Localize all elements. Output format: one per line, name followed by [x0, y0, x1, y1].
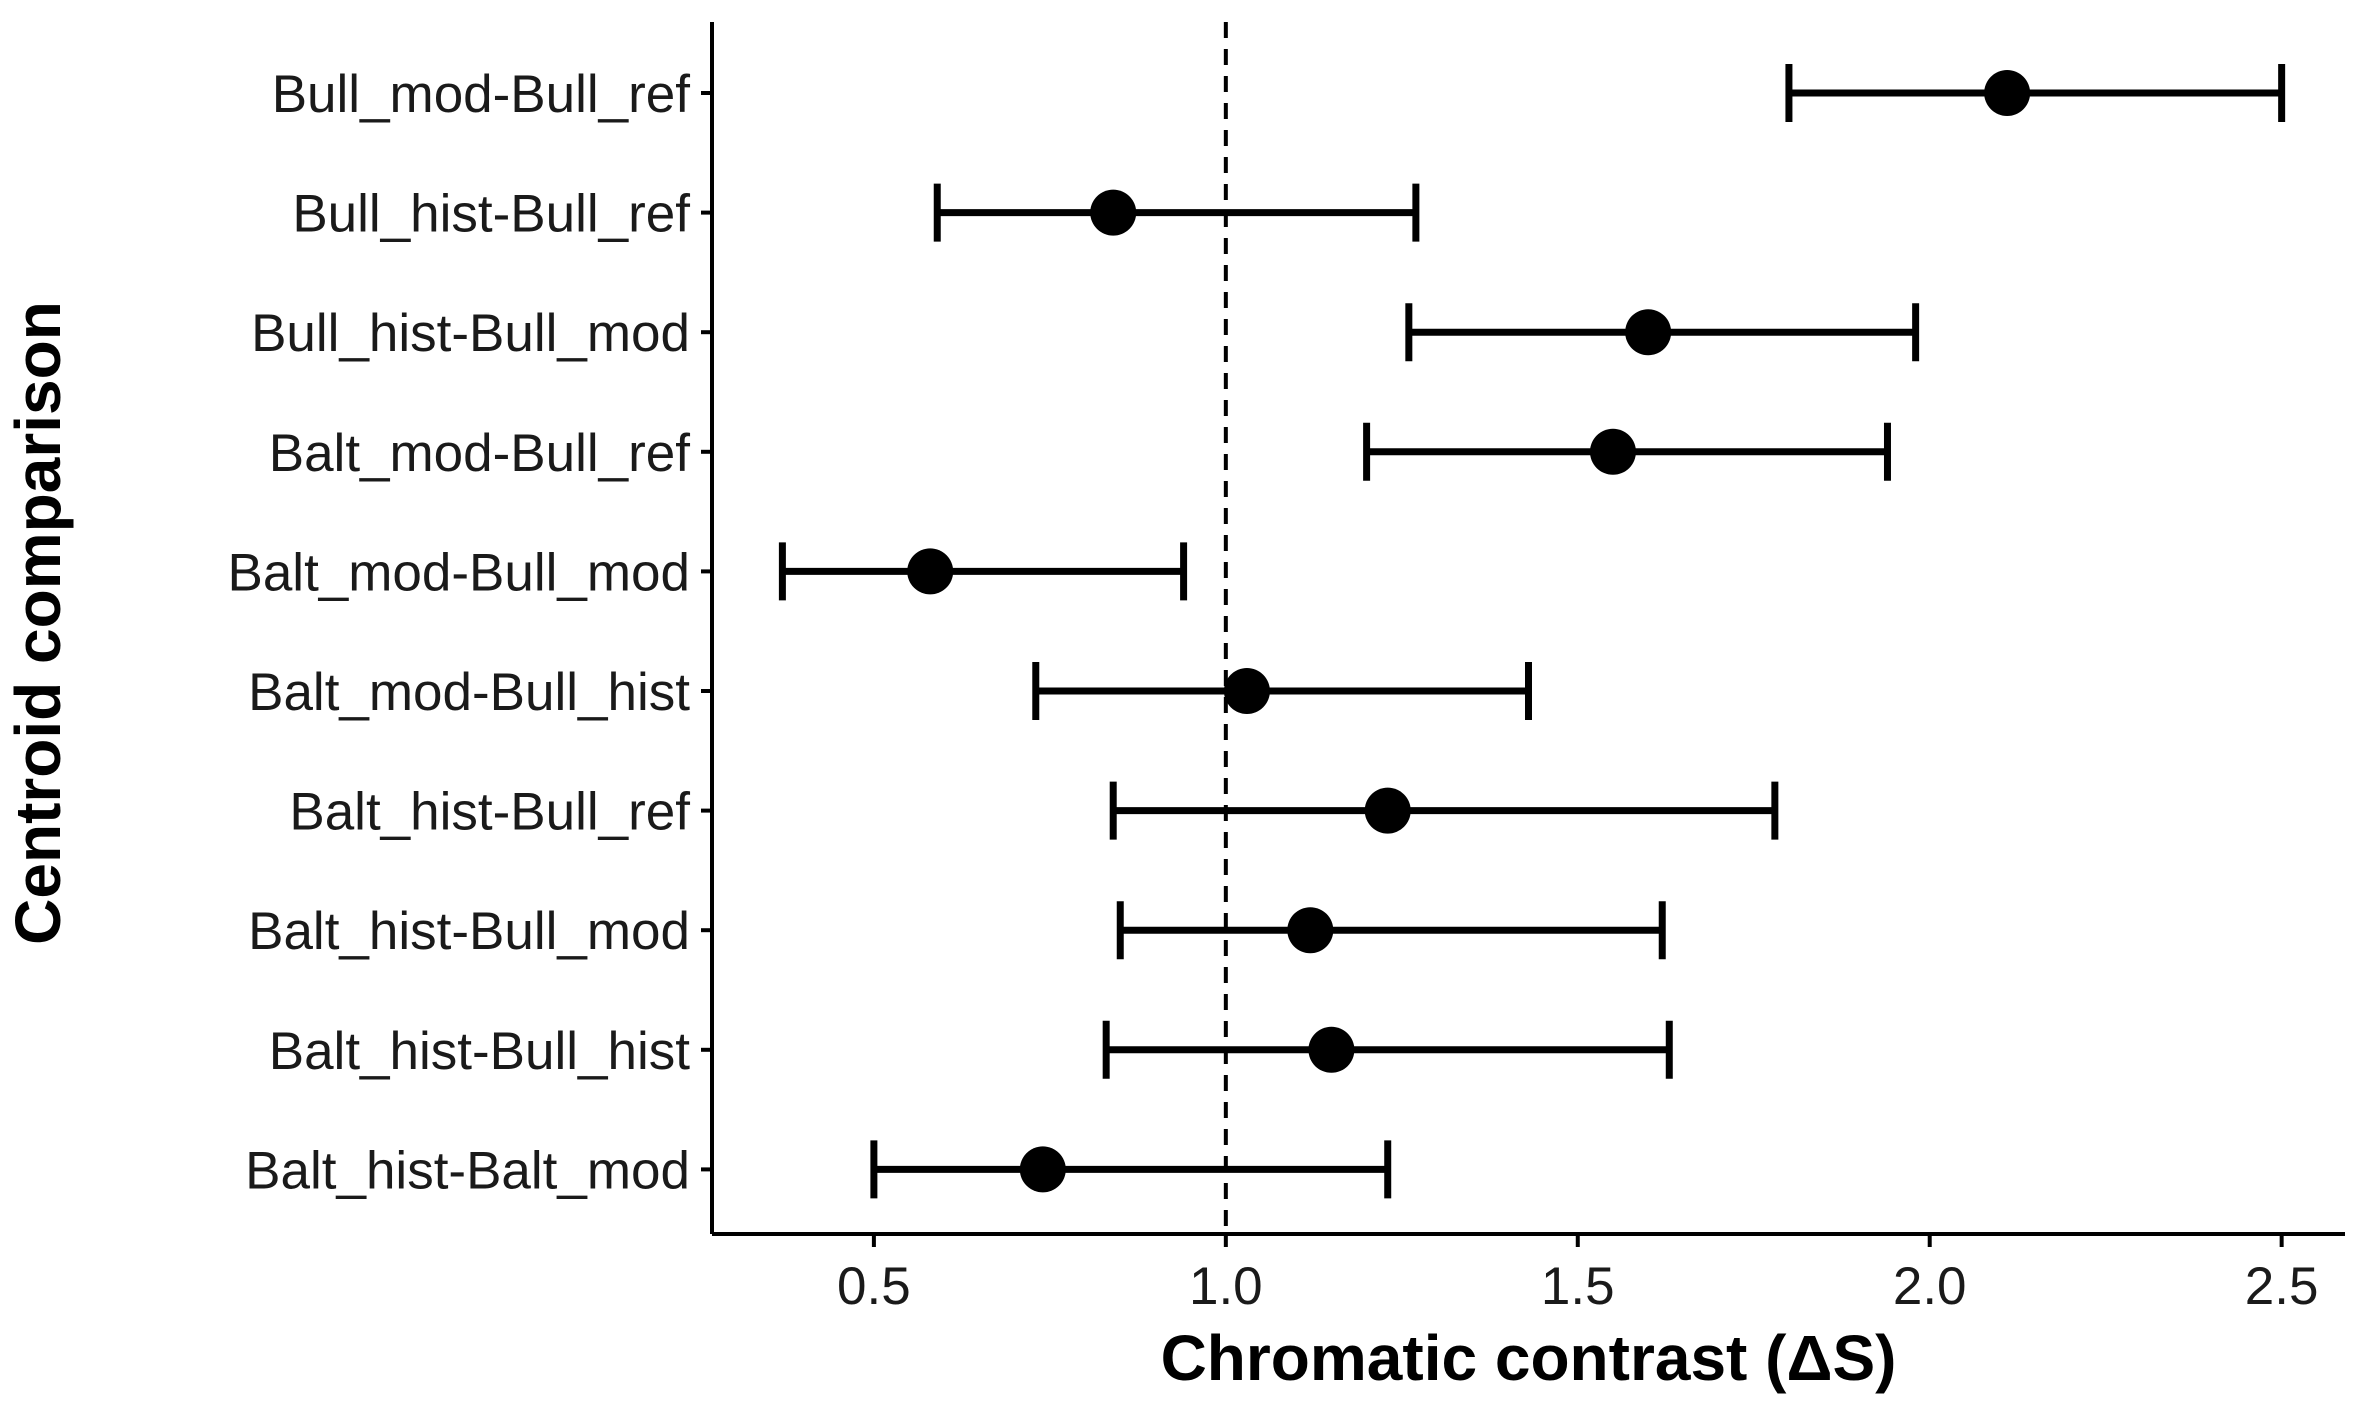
- data-point: [1223, 668, 1270, 714]
- y-tick-labels: Bull_mod-Bull_ref Bull_hist-Bull_ref Bull_…: [227, 65, 690, 1200]
- data-point: [1364, 787, 1411, 834]
- y-tick-label: Balt_hist-Bull_ref: [289, 783, 690, 842]
- y-tick-label: Balt_hist-Bull_hist: [269, 1022, 691, 1081]
- y-tick-label: Balt_hist-Balt_mod: [245, 1141, 690, 1200]
- x-tick-label: 1.5: [1541, 1257, 1615, 1316]
- y-tick-label: Balt_mod-Bull_mod: [227, 543, 690, 602]
- x-tick-label: 2.0: [1893, 1257, 1967, 1316]
- data-point: [1090, 189, 1137, 236]
- axis-ticks: [701, 91, 2284, 1247]
- data-point: [907, 548, 954, 595]
- data-point: [1308, 1026, 1355, 1073]
- x-tick-label: 2.5: [2245, 1257, 2319, 1316]
- data-points: [907, 70, 2031, 1193]
- x-axis-title: Chromatic contrast (ΔS): [1161, 1322, 1897, 1394]
- y-tick-label: Balt_mod-Bull_hist: [248, 663, 690, 722]
- y-tick-label: Balt_hist-Bull_mod: [248, 902, 690, 961]
- y-tick-label: Bull_hist-Bull_ref: [292, 185, 690, 244]
- y-axis-title: Centroid comparison: [2, 301, 74, 945]
- data-point: [1625, 309, 1672, 356]
- data-point: [1984, 70, 2031, 116]
- y-tick-label: Bull_mod-Bull_ref: [272, 65, 691, 124]
- x-tick-labels: 0.5 1.0 1.5 2.0 2.5: [837, 1257, 2318, 1316]
- x-tick-label: 1.0: [1189, 1257, 1263, 1316]
- y-tick-label: Bull_hist-Bull_mod: [251, 304, 690, 363]
- error-bars: [778, 64, 2286, 1199]
- data-point: [1019, 1146, 1066, 1193]
- y-tick-label: Balt_mod-Bull_ref: [269, 424, 691, 483]
- x-tick-label: 0.5: [837, 1257, 911, 1316]
- data-point: [1589, 428, 1636, 475]
- data-point: [1287, 907, 1334, 954]
